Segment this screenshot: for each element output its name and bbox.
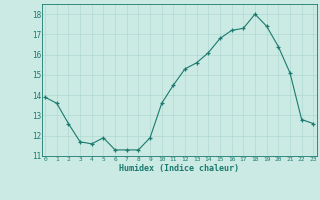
X-axis label: Humidex (Indice chaleur): Humidex (Indice chaleur) — [119, 164, 239, 173]
